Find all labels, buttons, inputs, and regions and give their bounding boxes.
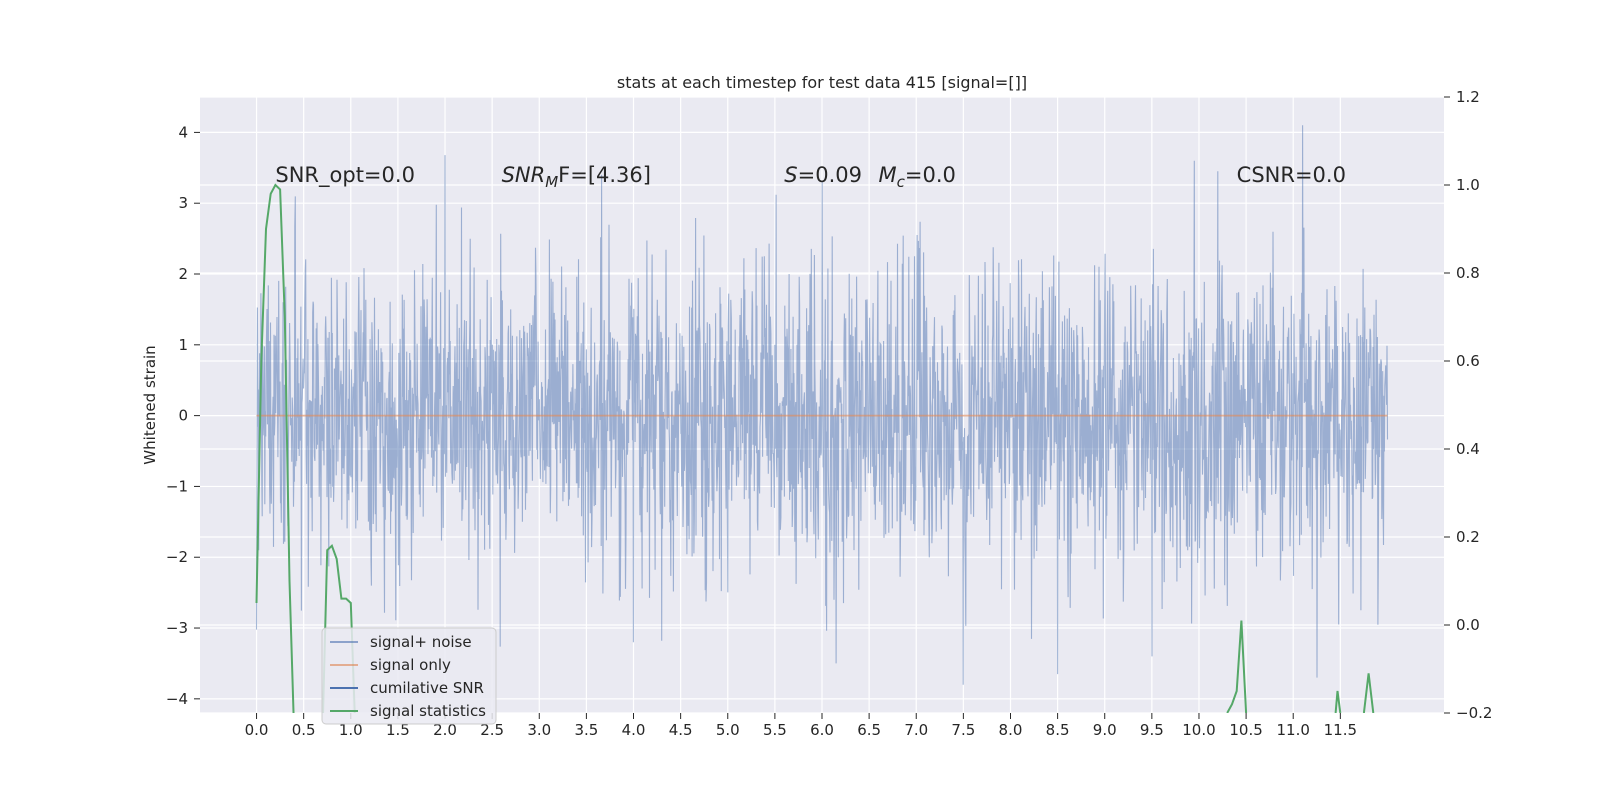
x-tick-label: 5.5 [763, 721, 787, 739]
x-tick-label: 0.5 [292, 721, 316, 739]
annotation-main: M [879, 163, 897, 187]
axes: 0.0 0.5 1.0 1.5 2.0 2.5 3.0 3.5 4.0 4.5 5.0 5.5 6.0 6… [166, 88, 1493, 739]
y2-tick-label: 1.0 [1456, 176, 1480, 194]
x-tick-label: 4.5 [669, 721, 693, 739]
x-tick-label: 1.0 [339, 721, 363, 739]
annotation-rest: =0.0 [905, 163, 956, 187]
y-tick-label: 4 [178, 123, 188, 141]
x-tick-label: 3.5 [574, 721, 598, 739]
x-tick-label: 0.0 [245, 721, 269, 739]
x-tick-label: 2.5 [480, 721, 504, 739]
legend-label: cumilative SNR [370, 679, 484, 697]
annotation-rest: F=[4.36] [558, 163, 651, 187]
annotation-snr-opt: SNR_opt=0.0 [275, 163, 415, 188]
annotation-sub: c [897, 173, 906, 191]
x-tick-label: 11.5 [1324, 721, 1357, 739]
annotation-main: SNR [502, 163, 546, 187]
y2-tick-label: 0.6 [1456, 352, 1480, 370]
y-axis-label: Whitened strain [141, 345, 159, 464]
y-tick-label: 1 [178, 336, 188, 354]
chart-title: stats at each timestep for test data 415… [617, 73, 1027, 92]
annotations: SNR_opt=0.0 SNRMF=[4.36] S=0.09 Mc=0.0 CSNR=… [275, 163, 1346, 191]
signal-statistics-line [255, 183, 356, 713]
x-tick-label: 6.0 [810, 721, 834, 739]
annotation-s-stat: S=0.09 [784, 163, 862, 187]
y2-tick-label: 1.2 [1456, 88, 1480, 106]
x-tick-label: 9.0 [1093, 721, 1117, 739]
y-tick-label: 0 [178, 407, 188, 425]
y-tick-label: −3 [166, 619, 188, 637]
x-tick-label: 11.0 [1277, 721, 1310, 739]
annotation-sub: M [545, 173, 558, 191]
y-tick-label: −1 [166, 477, 188, 495]
legend: signal+ noise signal only cumilative SNR si… [321, 627, 497, 725]
annotation-rest: =0.09 [798, 163, 862, 187]
x-tick-label: 4.0 [622, 721, 646, 739]
annotation-snr-mf: SNRMF=[4.36] [502, 163, 651, 191]
x-tick-label: 1.5 [386, 721, 410, 739]
legend-label: signal only [370, 656, 451, 674]
annotation-main: S [784, 163, 797, 187]
x-tick-label: 5.0 [716, 721, 740, 739]
legend-label: signal statistics [370, 702, 486, 720]
x-tick-label: 7.0 [904, 721, 928, 739]
y-tick-label: −2 [166, 548, 188, 566]
y2-tick-label: 0.2 [1456, 528, 1480, 546]
annotation-csnr: CSNR=0.0 [1237, 163, 1346, 187]
y2-tick-label: −0.2 [1456, 704, 1492, 722]
y-tick-label: −4 [166, 690, 188, 708]
x-tick-label: 10.0 [1182, 721, 1215, 739]
y-tick-label: 2 [178, 265, 188, 283]
signal-noise-line [255, 125, 1389, 685]
line-series [255, 183, 1388, 713]
annotation-mc-stat: Mc=0.0 [879, 163, 956, 191]
signal-statistics-line-segment [1362, 673, 1375, 713]
y2-tick-label: 0.8 [1456, 264, 1480, 282]
signal-noise-series [255, 125, 1389, 685]
x-tick-label: 2.0 [433, 721, 457, 739]
x-tick-label: 6.5 [857, 721, 881, 739]
x-tick-label: 9.5 [1140, 721, 1164, 739]
x-tick-label: 10.5 [1229, 721, 1262, 739]
y-tick-label: 3 [178, 194, 188, 212]
x-tick-label: 7.5 [951, 721, 975, 739]
x-tick-label: 3.0 [527, 721, 551, 739]
x-tick-label: 8.0 [999, 721, 1023, 739]
y2-tick-label: 0.0 [1456, 616, 1480, 634]
legend-label: signal+ noise [370, 633, 472, 651]
signal-statistics-line-segment [1334, 690, 1342, 713]
y2-tick-label: 0.4 [1456, 440, 1480, 458]
x-tick-label: 8.5 [1046, 721, 1070, 739]
legend-box [321, 627, 497, 725]
signal-statistics-line-segment [1226, 620, 1248, 713]
